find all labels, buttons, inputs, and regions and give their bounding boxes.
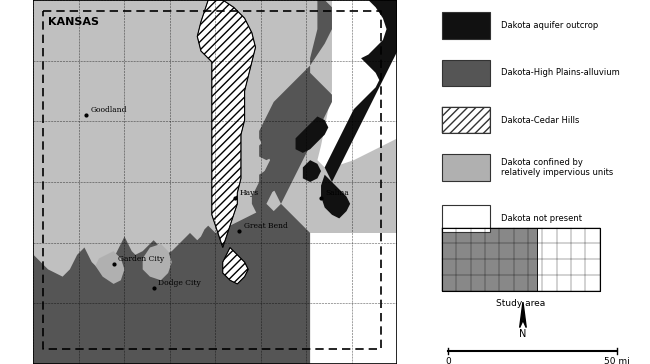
Bar [442,228,599,291]
Bar [442,228,536,291]
Text: N: N [519,329,526,339]
Text: 0: 0 [446,357,451,364]
Polygon shape [519,302,526,328]
Polygon shape [259,233,398,364]
FancyBboxPatch shape [442,12,490,39]
Text: Dakota confined by
relatively impervious units: Dakota confined by relatively impervious… [501,158,614,177]
FancyBboxPatch shape [442,107,490,133]
Polygon shape [96,251,125,284]
FancyBboxPatch shape [442,154,490,181]
Text: Study area: Study area [496,299,545,308]
Polygon shape [317,0,398,167]
Text: Dakota aquifer outcrop: Dakota aquifer outcrop [501,21,598,30]
Text: Hays: Hays [240,190,259,197]
Text: Goodland: Goodland [90,106,127,114]
Polygon shape [296,116,328,153]
Polygon shape [303,160,321,182]
Polygon shape [324,0,398,182]
Text: Dakota-Cedar Hills: Dakota-Cedar Hills [501,116,579,124]
Text: Dakota-High Plains-alluvium: Dakota-High Plains-alluvium [501,68,620,77]
Bar [536,228,599,291]
Polygon shape [198,0,255,248]
Polygon shape [252,0,332,218]
Polygon shape [33,204,310,364]
Polygon shape [259,124,292,160]
Text: Garden City: Garden City [118,255,164,263]
Text: Dakota not present: Dakota not present [501,214,582,223]
Polygon shape [143,244,172,280]
FancyBboxPatch shape [442,205,490,232]
FancyBboxPatch shape [442,60,490,86]
Polygon shape [223,248,248,284]
Text: KANSAS: KANSAS [48,17,99,27]
Text: Great Bend: Great Bend [244,222,287,230]
Text: Dodge City: Dodge City [158,279,201,286]
Polygon shape [321,175,350,218]
Text: 50 mi: 50 mi [604,357,630,364]
Polygon shape [33,0,398,364]
Text: Salina: Salina [326,190,349,197]
Polygon shape [259,167,281,193]
